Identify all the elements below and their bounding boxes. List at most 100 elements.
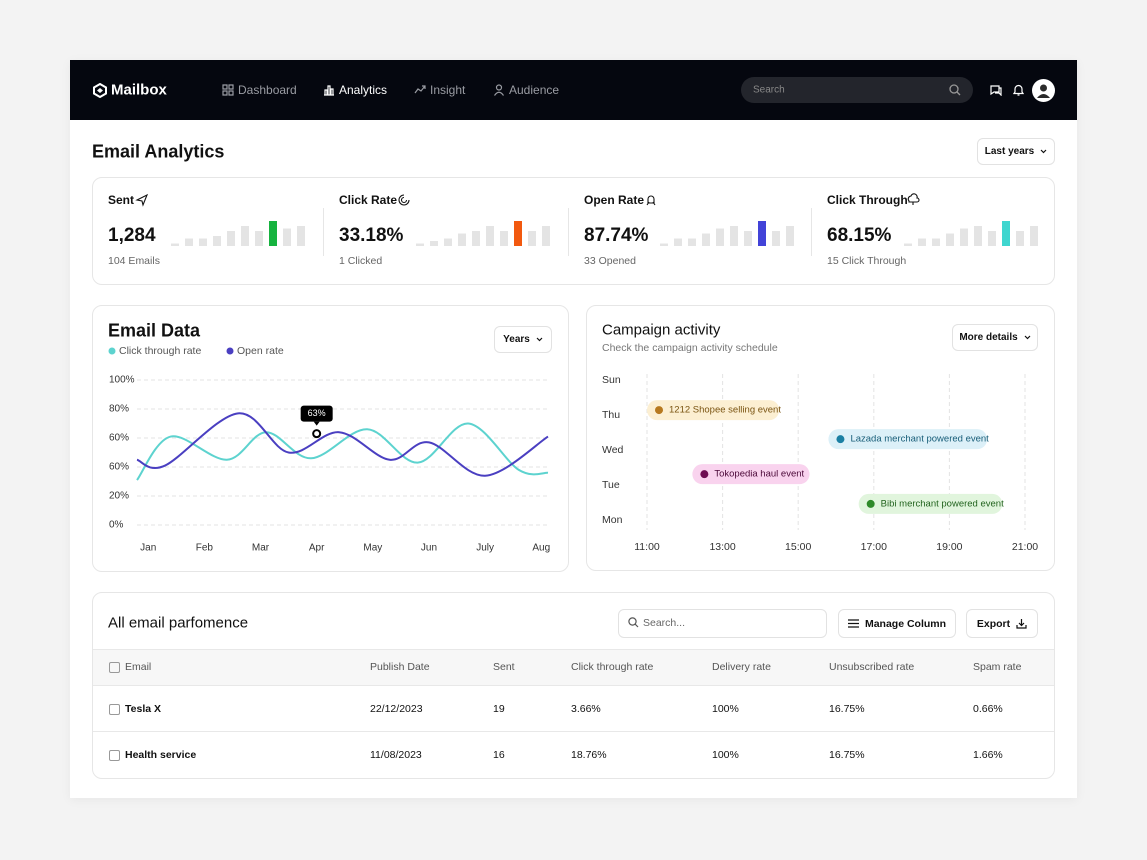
mini-bar bbox=[542, 226, 550, 246]
x-tick-label: Jan bbox=[140, 543, 156, 554]
mini-bar bbox=[1002, 221, 1010, 246]
mini-bar bbox=[528, 231, 536, 246]
email-data-title: Email Data bbox=[108, 320, 201, 341]
nav-icon bbox=[414, 85, 426, 94]
mini-bar bbox=[185, 238, 193, 246]
mini-bar bbox=[974, 226, 982, 246]
mini-bar bbox=[702, 233, 710, 246]
stat-sub: 104 Emails bbox=[108, 255, 160, 267]
mini-bar bbox=[744, 231, 752, 246]
nav-item[interactable]: Dashboard bbox=[238, 83, 297, 97]
table-cell: 16 bbox=[493, 749, 505, 761]
y-tick-label: 100% bbox=[109, 375, 135, 386]
x-tick-label: Apr bbox=[309, 543, 325, 554]
chevron bbox=[1040, 149, 1047, 154]
export[interactable]: Export bbox=[966, 609, 1038, 638]
column-header: Delivery rate bbox=[712, 661, 771, 673]
y-tick-label: Sun bbox=[602, 374, 621, 386]
search-box[interactable] bbox=[741, 77, 973, 103]
column-header: Publish Date bbox=[370, 661, 430, 673]
period-filter[interactable]: Last years bbox=[977, 138, 1055, 165]
mini-bar bbox=[904, 243, 912, 246]
download-icon bbox=[1016, 619, 1027, 629]
column-header: Spam rate bbox=[973, 661, 1022, 673]
mini-bar bbox=[458, 233, 466, 246]
x-tick-label: Jun bbox=[421, 543, 437, 554]
table-cell: 100% bbox=[712, 749, 739, 761]
table-search-placeholder: Search... bbox=[643, 617, 686, 629]
period-filter-label: Last years bbox=[984, 146, 1035, 157]
y-tick-label: 0% bbox=[109, 520, 124, 531]
nav-item[interactable]: Analytics bbox=[339, 83, 388, 97]
mini-bar bbox=[444, 238, 452, 246]
stat-sub: 33 Opened bbox=[584, 255, 636, 267]
stat-icon bbox=[907, 193, 920, 205]
mini-bar bbox=[688, 238, 696, 246]
bell-icon[interactable] bbox=[1013, 84, 1024, 96]
event-label: 1212 Shopee selling event bbox=[669, 405, 781, 416]
stat-icon bbox=[135, 193, 149, 207]
checkbox[interactable] bbox=[109, 750, 120, 761]
nav-item[interactable]: Audience bbox=[509, 83, 560, 97]
column-header: Click through rate bbox=[571, 661, 654, 673]
event-pill bbox=[858, 493, 1003, 514]
mini-bar bbox=[241, 226, 249, 246]
brand-logo bbox=[93, 83, 107, 98]
y-tick-label: 20% bbox=[109, 491, 129, 502]
event-pill bbox=[828, 429, 988, 450]
mini-bar bbox=[514, 221, 522, 246]
x-tick-label: 17:00 bbox=[861, 541, 887, 553]
table-cell: 19 bbox=[493, 703, 505, 715]
mini-bar bbox=[269, 221, 277, 246]
checkbox[interactable] bbox=[109, 662, 120, 673]
tooltip-marker bbox=[312, 429, 322, 439]
messages-icon[interactable] bbox=[990, 84, 1002, 96]
mini-bar bbox=[988, 231, 996, 246]
mini-bar bbox=[486, 226, 494, 246]
table-cell: 0.66% bbox=[973, 703, 1003, 715]
manage-column[interactable]: Manage Column bbox=[838, 609, 956, 638]
stat-value: 87.74% bbox=[584, 225, 649, 246]
table-cell: 3.66% bbox=[571, 703, 601, 715]
event-dot bbox=[700, 470, 709, 479]
nav-item[interactable]: Insight bbox=[430, 83, 466, 97]
table-cell: 1.66% bbox=[973, 749, 1003, 761]
y-tick-label: Mon bbox=[602, 514, 623, 526]
row-divider bbox=[93, 731, 1054, 732]
event-label: Bibi merchant powered event bbox=[881, 498, 1004, 509]
manage-column-label: Manage Column bbox=[864, 617, 947, 630]
y-tick-label: 80% bbox=[109, 404, 129, 415]
event-label: Tokopedia haul event bbox=[714, 469, 804, 480]
stat-icon bbox=[646, 195, 656, 206]
tooltip-label: 63% bbox=[308, 408, 326, 418]
years-filter[interactable]: Years bbox=[494, 326, 552, 353]
campaign-title: Campaign activity bbox=[602, 321, 721, 339]
stat-label: Click Rate bbox=[339, 193, 398, 207]
tooltip-box bbox=[300, 405, 333, 422]
avatar[interactable] bbox=[1032, 79, 1055, 102]
table-header-row bbox=[93, 649, 1054, 686]
legend-label: Open rate bbox=[237, 345, 284, 357]
table-cell: Tesla X bbox=[125, 703, 161, 715]
y-tick-label: Tue bbox=[602, 479, 620, 491]
checkbox[interactable] bbox=[109, 704, 120, 715]
legend-dot bbox=[226, 347, 234, 355]
event-pill bbox=[647, 400, 780, 421]
search-placeholder: Search bbox=[753, 84, 785, 96]
stat-value: 1,284 bbox=[108, 225, 156, 246]
stat-sub: 1 Clicked bbox=[339, 255, 383, 267]
line-series bbox=[136, 422, 549, 481]
table-cell: Health service bbox=[125, 749, 197, 761]
table-search[interactable] bbox=[618, 609, 827, 638]
table-search-icon bbox=[628, 617, 639, 628]
event-label: Lazada merchant powered event bbox=[850, 434, 989, 445]
mini-bar bbox=[472, 231, 480, 246]
nav-icon bbox=[324, 85, 334, 96]
stat-value: 33.18% bbox=[339, 225, 404, 246]
stat-value: 68.15% bbox=[827, 225, 892, 246]
more-details[interactable]: More details bbox=[952, 324, 1038, 351]
mini-bar bbox=[730, 226, 738, 246]
mini-bar bbox=[500, 231, 508, 246]
